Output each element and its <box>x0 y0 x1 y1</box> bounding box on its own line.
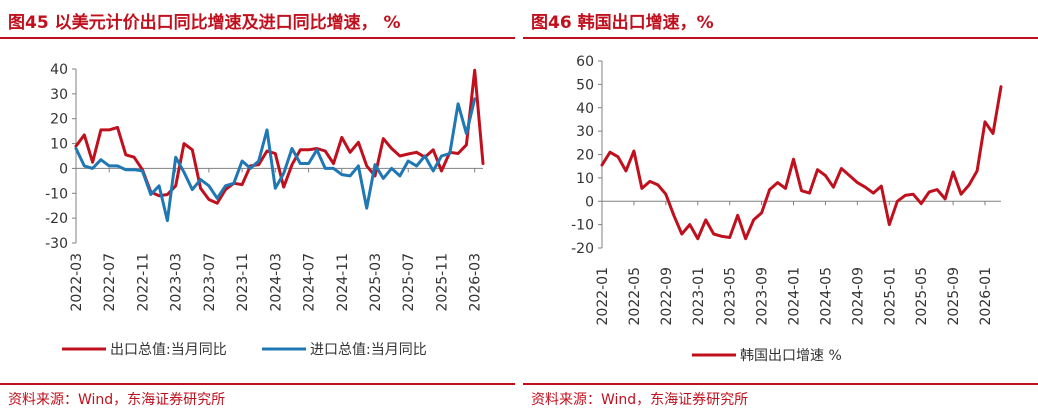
right-title-rule <box>523 37 1038 39</box>
y-tick-label: -20 <box>45 211 68 227</box>
x-tick-label: 2022-01 <box>595 267 611 326</box>
y-tick-label: 0 <box>59 161 68 177</box>
left-source-rule <box>0 383 515 385</box>
y-tick-label: 30 <box>50 87 68 103</box>
legend: 韩国出口增速 % <box>692 348 842 364</box>
y-tick-label: 40 <box>50 62 68 78</box>
legend-label-1: 韩国出口增速 % <box>740 348 842 364</box>
x-tick-label: 2025-11 <box>434 253 450 312</box>
x-tick-label: 2024-01 <box>787 267 803 326</box>
y-tick-label: 60 <box>576 54 594 70</box>
y-tick-label: -10 <box>571 218 594 234</box>
series-line-2 <box>74 97 477 223</box>
right-chart: -20 -10 0 10 20 30 40 50 60 2022-01 2022-05 2022-09… <box>571 54 1003 364</box>
x-tick-label: 2022-09 <box>659 267 675 326</box>
right-chart-panel: 图46 韩国出口增速，% -20 -10 0 10 20 30 40 50 60 2022-01 2… <box>523 0 1038 420</box>
y-tick-label: 0 <box>585 194 594 210</box>
y-tick-label: 40 <box>576 101 594 117</box>
legend-label-2: 进口总值:当月同比 <box>310 342 427 358</box>
y-tick-label: 10 <box>576 171 594 187</box>
left-chart-panel: 图45 以美元计价出口同比增速及进口同比增速， % -30 -20 -10 0 10 20… <box>0 0 515 420</box>
left-chart-title: 图45 以美元计价出口同比增速及进口同比增速， % <box>8 13 401 33</box>
y-tick-label: 20 <box>50 112 68 128</box>
x-tick-label: 2024-09 <box>850 267 866 326</box>
x-tick-label: 2022-11 <box>135 253 151 312</box>
x-tick-label: 2024-03 <box>268 253 284 312</box>
right-source-rule <box>523 383 1038 385</box>
y-tick-label: 20 <box>576 148 594 164</box>
x-tick-label: 2026-03 <box>468 253 484 312</box>
right-source-text: 资料来源：Wind，东海证券研究所 <box>531 392 749 408</box>
x-tick-label: 2023-09 <box>755 267 771 326</box>
legend: 出口总值:当月同比 进口总值:当月同比 <box>62 342 427 358</box>
y-tick-label: -10 <box>45 186 68 202</box>
left-source-text: 资料来源：Wind，东海证券研究所 <box>8 392 226 408</box>
y-tick-label: 10 <box>50 137 68 153</box>
x-tick-label: 2024-11 <box>335 253 351 312</box>
x-tick-label: 2025-09 <box>946 267 962 326</box>
x-tick-label: 2026-01 <box>978 267 994 326</box>
series-line-1 <box>600 85 1003 241</box>
right-chart-title: 图46 韩国出口增速，% <box>531 13 714 33</box>
x-tick-label: 2022-03 <box>69 253 85 312</box>
x-tick-label: 2025-03 <box>368 253 384 312</box>
y-tick-label: -30 <box>45 236 68 252</box>
left-chart: -30 -20 -10 0 10 20 30 40 2022-03 2022-07 2022-11 2… <box>45 62 485 358</box>
x-tick-label: 2023-03 <box>169 253 185 312</box>
x-tick-label: 2022-05 <box>627 267 643 326</box>
x-tick-label: 2025-07 <box>401 253 417 312</box>
x-tick-label: 2023-01 <box>691 267 707 326</box>
y-tick-label: -20 <box>571 241 594 257</box>
legend-label-1: 出口总值:当月同比 <box>110 342 227 358</box>
left-title-rule <box>0 37 515 39</box>
y-tick-label: 30 <box>576 124 594 140</box>
x-tick-label: 2025-05 <box>914 267 930 326</box>
x-tick-label: 2025-01 <box>882 267 898 326</box>
x-tick-label: 2024-07 <box>302 253 318 312</box>
x-tick-label: 2022-07 <box>102 253 118 312</box>
x-tick-label: 2023-11 <box>235 253 251 312</box>
x-tick-label: 2023-07 <box>202 253 218 312</box>
x-tick-label: 2023-05 <box>723 267 739 326</box>
y-tick-label: 50 <box>576 77 594 93</box>
x-tick-label: 2024-05 <box>818 267 834 326</box>
